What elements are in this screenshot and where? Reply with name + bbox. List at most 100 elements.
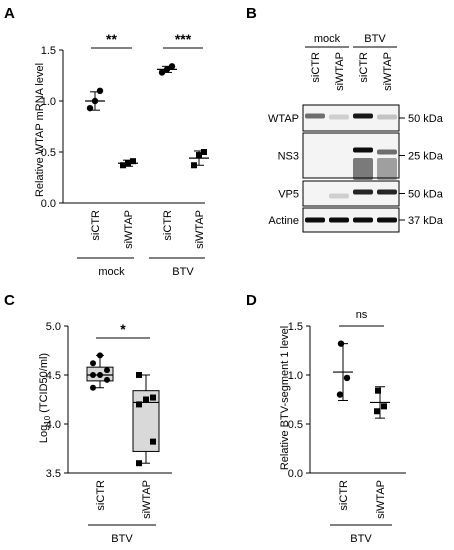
chart-c-point <box>143 396 149 403</box>
blot-b-band <box>353 217 373 223</box>
chart-c-point <box>90 372 96 378</box>
chart-d-ytick-label-2: 1.0 <box>288 370 303 382</box>
blot-b-band <box>329 217 349 223</box>
chart-d-ylabel: Relative BTV-segment 1 level <box>279 326 291 470</box>
chart-a-category-1: siWTAP <box>123 210 135 249</box>
chart-a-point <box>163 66 171 73</box>
blot-b-marker-label-2: 50 kDa <box>408 189 444 201</box>
chart-c-category-1: siWTAP <box>141 480 153 519</box>
chart-c-point <box>136 401 142 408</box>
chart-c-ytick-label-1: 4.0 <box>46 419 61 431</box>
chart-a-point <box>168 63 176 70</box>
blot-b-lane-label-1: siWTAP <box>334 52 346 91</box>
blot-b-membrane-ns3 <box>302 132 400 179</box>
chart-c-point <box>150 438 156 445</box>
chart-a-point <box>86 104 94 112</box>
blot-b-band <box>353 189 373 195</box>
chart-c-ytick-label-3: 5.0 <box>46 321 61 333</box>
chart-d-point <box>375 387 381 394</box>
chart-a-point <box>158 69 166 76</box>
chart-a-category-0: siCTR <box>90 210 102 241</box>
blot-b-marker-label-0: 50 kDa <box>408 113 444 125</box>
blot-b-band <box>305 217 325 223</box>
blot-b-band <box>377 217 397 223</box>
chart-a-group-label-1: BTV <box>172 266 194 278</box>
chart-a-ylabel: Relative WTAP mRNA level <box>34 63 46 197</box>
panel-label-a: A <box>4 5 15 22</box>
blot-b-marker-label-1: 25 kDa <box>408 151 444 163</box>
chart-c-sig-label: * <box>120 321 126 337</box>
blot-b-band <box>353 113 373 119</box>
chart-a-sig-label-0: ** <box>106 31 117 47</box>
blot-b-band <box>377 189 397 195</box>
blot-b-band <box>305 113 325 119</box>
chart-a-ytick-label-1: 0.5 <box>41 147 56 159</box>
blot-b-row-label-2: VP5 <box>278 189 299 201</box>
panel-label-d: D <box>246 292 257 309</box>
chart-a-ytick-label-0: 0.0 <box>41 198 56 210</box>
chart-a-point <box>91 97 99 105</box>
chart-d: Relative BTV-segment 1 level 0.0 0.5 1.0 1.… <box>279 309 406 545</box>
chart-c-point <box>136 372 142 378</box>
chart-c-ytick-label-2: 4.5 <box>46 370 61 382</box>
blot-b-band <box>329 114 349 120</box>
blot-b-lane-label-2: siCTR <box>358 52 370 83</box>
chart-c-point <box>104 376 110 383</box>
blot-b-row-label-1: NS3 <box>278 151 299 163</box>
chart-d-ytick-label-1: 0.5 <box>288 419 303 431</box>
chart-a-ytick-label-3: 1.5 <box>41 45 56 57</box>
chart-a-point <box>201 149 207 155</box>
chart-c-point <box>150 394 156 401</box>
chart-d-category-0: siCTR <box>338 480 350 511</box>
chart-a: Relative WTAP mRNA level 0.0 0.5 1.0 1.5 **… <box>34 31 209 278</box>
chart-c-group-label: BTV <box>111 533 133 545</box>
chart-a-point <box>130 158 136 165</box>
chart-d-group-label: BTV <box>350 533 372 545</box>
chart-c-point <box>90 360 96 367</box>
chart-d-ytick-label-3: 1.5 <box>288 321 303 333</box>
chart-c-point <box>97 372 103 378</box>
panel-label-b: B <box>246 5 257 22</box>
blot-b-group-label-1: BTV <box>364 33 386 45</box>
chart-d-ytick-label-0: 0.0 <box>288 468 303 480</box>
blot-b-lane-label-3: siWTAP <box>382 52 394 91</box>
blot-b-row-label-0: WTAP <box>268 113 299 125</box>
chart-c-point <box>90 384 96 391</box>
chart-a-ytick-label-2: 1.0 <box>41 96 56 108</box>
chart-a-point <box>125 160 131 167</box>
chart-a-point <box>96 87 104 95</box>
chart-d-point <box>343 374 351 382</box>
chart-c-point <box>104 367 110 374</box>
chart-c-ylabel: Log10 (TCID50/ml) <box>38 353 52 443</box>
chart-c-ytick-label-0: 3.5 <box>46 468 61 480</box>
blot-b-row-label-3: Actine <box>268 215 299 227</box>
chart-a-point <box>120 162 126 169</box>
chart-c-point <box>97 352 103 359</box>
chart-d-sig-label: ns <box>356 309 368 321</box>
blot-b-band <box>353 158 373 180</box>
chart-a-category-2: siCTR <box>162 210 174 241</box>
blot-b-band <box>377 149 397 155</box>
panel-label-c: C <box>4 292 15 309</box>
chart-a-group-label-0: mock <box>98 266 125 278</box>
chart-a-category-3: siWTAP <box>194 210 206 249</box>
blot-b-lane-label-0: siCTR <box>310 52 322 83</box>
chart-a-point <box>191 162 197 169</box>
chart-d-point <box>337 340 345 347</box>
chart-d-category-1: siWTAP <box>375 480 387 519</box>
blot-b: mock BTV siCTR siWTAP siCTR siWTAP WTAP 50 kD… <box>268 33 444 233</box>
blot-b-band <box>329 193 349 199</box>
chart-d-point <box>374 408 380 415</box>
blot-b-band <box>377 158 397 180</box>
chart-d-point <box>336 391 344 398</box>
chart-c-point <box>136 460 142 467</box>
blot-b-band <box>377 114 397 120</box>
blot-b-band <box>353 147 373 153</box>
chart-c: Log10 (TCID50/ml) 3.5 4.0 4.5 5.0 * siCTR si… <box>38 321 172 545</box>
blot-b-marker-label-3: 37 kDa <box>408 215 444 227</box>
chart-c-category-0: siCTR <box>95 480 107 511</box>
chart-a-sig-label-1: *** <box>175 31 192 47</box>
blot-b-group-label-0: mock <box>314 33 341 45</box>
chart-d-point <box>381 403 387 410</box>
